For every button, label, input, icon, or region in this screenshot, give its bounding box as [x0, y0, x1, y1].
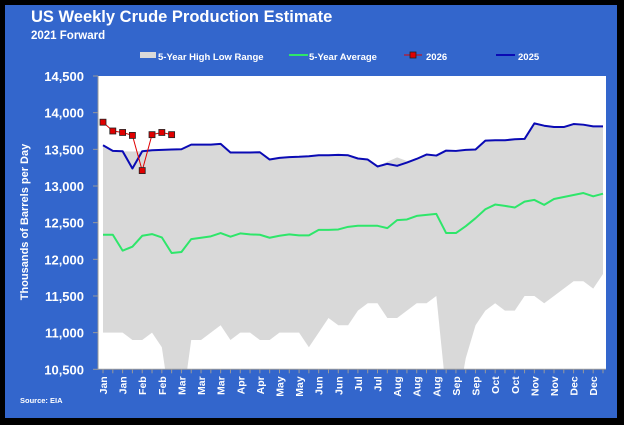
x-tick-label: Apr	[235, 376, 247, 394]
x-tick-label: Feb	[157, 376, 169, 395]
y-tick-label: 12,000	[44, 252, 84, 267]
legend-swatch-range	[140, 52, 156, 58]
y-tick-label: 11,500	[45, 289, 84, 304]
x-tick-label: Dec	[569, 376, 581, 395]
legend-marker-2026	[409, 51, 417, 59]
legend-label-2025: 2025	[518, 52, 540, 63]
x-tick-label: Jul	[353, 376, 365, 391]
chart-subtitle: 2021 Forward	[31, 30, 105, 42]
y-tick-label: 10,500	[44, 362, 84, 377]
x-tick-label: Nov	[549, 376, 561, 396]
chart-title: US Weekly Crude Production Estimate	[31, 8, 332, 26]
x-tick-label: Feb	[137, 376, 149, 395]
x-tick-label: Sep	[471, 376, 483, 395]
x-tick-label: Jan	[98, 376, 110, 394]
legend: 5-Year High Low Range 5-Year Average 2026 2…	[140, 51, 540, 63]
series-line-2025	[102, 122, 603, 170]
y-axis-label: Thousands of Barrels per Day	[19, 143, 31, 300]
x-tick-label: Jul	[373, 376, 385, 391]
y-tick-label: 13,000	[44, 179, 84, 194]
x-tick-label: Sep	[451, 376, 463, 395]
x-tick-label: Mar	[196, 376, 208, 395]
legend-label-average: 5-Year Average	[309, 52, 377, 63]
x-tick-label: Aug	[392, 376, 404, 396]
data-point-2026	[99, 118, 107, 126]
y-tick-label: 14,000	[44, 106, 84, 121]
series-line-5-year-average	[103, 192, 604, 255]
x-tick-label: Jan	[118, 376, 130, 394]
range-area	[103, 123, 603, 370]
data-point-2026	[119, 129, 127, 136]
y-tick-label: 12,500	[44, 216, 84, 231]
x-tick-label: Oct	[490, 376, 502, 394]
legend-label-range: 5-Year High Low Range	[158, 52, 264, 63]
axes: 14,500 14,000 13,500 13,000 12,500 12,000 11,5…	[44, 69, 606, 397]
plot-marks	[99, 118, 604, 370]
data-point-2026	[168, 131, 176, 139]
data-point-2026	[148, 131, 156, 139]
x-tick-label: May	[294, 376, 306, 397]
x-tick-label: Jun	[314, 376, 326, 395]
x-tick-label: Nov	[529, 376, 541, 396]
data-point-2026	[129, 131, 136, 139]
data-point-2026	[138, 167, 146, 174]
y-tick-label: 11,000	[45, 326, 84, 341]
y-tick-label: 13,500	[44, 142, 84, 157]
x-tick-label: Aug	[412, 376, 424, 396]
x-tick-label: Apr	[255, 376, 267, 394]
source-note: Source: EIA	[20, 396, 63, 405]
x-tick-label: Jun	[333, 376, 345, 395]
data-point-2026	[109, 127, 117, 135]
x-tick-label: Mar	[216, 376, 228, 395]
legend-label-2026: 2026	[426, 52, 447, 63]
x-tick-label: Dec	[588, 376, 600, 395]
y-tick-label: 14,500	[44, 69, 84, 84]
x-tick-label: Aug	[431, 376, 443, 396]
x-tick-label: Oct	[510, 376, 522, 394]
x-tick-label: Mar	[176, 376, 188, 395]
data-point-2026	[158, 129, 166, 136]
x-tick-label: May	[274, 376, 286, 397]
